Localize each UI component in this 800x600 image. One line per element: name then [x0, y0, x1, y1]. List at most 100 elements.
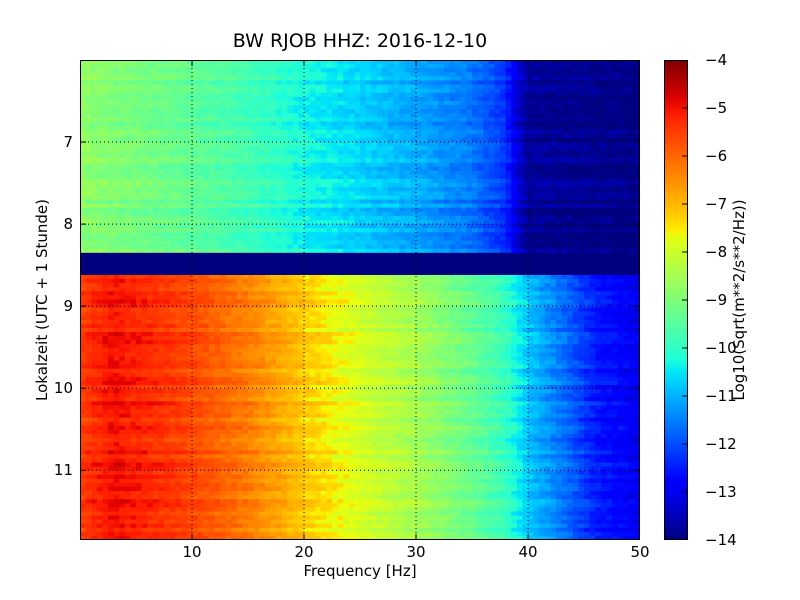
- heatmap-cell: [595, 72, 602, 78]
- heatmap-cell: [354, 150, 361, 155]
- heatmap-cell: [595, 174, 602, 180]
- heatmap-cell: [141, 166, 148, 172]
- heatmap-cell: [556, 195, 563, 201]
- heatmap-cell: [231, 174, 238, 180]
- heatmap-cell: [595, 146, 602, 151]
- heatmap-cell: [147, 129, 154, 135]
- heatmap-cell: [600, 215, 607, 221]
- heatmap-cell: [298, 96, 305, 102]
- heatmap-cell: [130, 178, 137, 184]
- heatmap-cell: [595, 203, 602, 209]
- heatmap-cell: [606, 109, 613, 114]
- heatmap-cell: [343, 125, 350, 131]
- heatmap-cell: [96, 240, 103, 246]
- heatmap-cell: [612, 109, 619, 114]
- heatmap-cell: [332, 96, 339, 102]
- heatmap-cell: [85, 76, 92, 82]
- heatmap-cell: [354, 137, 361, 143]
- heatmap-cell: [320, 64, 327, 69]
- heatmap-cell: [326, 125, 333, 131]
- heatmap-cell: [404, 261, 411, 267]
- heatmap-cell: [617, 129, 624, 135]
- heatmap-cell: [505, 150, 512, 155]
- heatmap-cell: [421, 129, 428, 135]
- heatmap-cell: [572, 154, 579, 160]
- heatmap-cell: [600, 232, 607, 238]
- heatmap-cell: [600, 183, 607, 188]
- heatmap-cell: [343, 96, 350, 102]
- heatmap-cell: [175, 191, 182, 196]
- heatmap-cell: [192, 261, 199, 267]
- heatmap-cell: [628, 236, 635, 242]
- heatmap-cell: [522, 244, 529, 250]
- heatmap-cell: [567, 101, 574, 106]
- heatmap-cell: [119, 146, 126, 151]
- heatmap-cell: [572, 125, 579, 131]
- heatmap-cell: [236, 248, 243, 254]
- heatmap-cell: [533, 137, 540, 143]
- heatmap-cell: [276, 174, 283, 180]
- heatmap-cell: [236, 195, 243, 201]
- heatmap-cell: [197, 158, 204, 164]
- heatmap-cell: [248, 257, 255, 263]
- heatmap-cell: [516, 166, 523, 172]
- heatmap-cell: [292, 236, 299, 242]
- heatmap-cell: [600, 170, 607, 176]
- heatmap-cell: [220, 101, 227, 106]
- heatmap-cell: [259, 183, 266, 188]
- heatmap-cell: [617, 142, 624, 147]
- heatmap-cell: [315, 220, 322, 225]
- heatmap-cell: [225, 244, 232, 250]
- heatmap-cell: [612, 224, 619, 229]
- heatmap-cell: [567, 162, 574, 168]
- heatmap-cell: [276, 137, 283, 143]
- heatmap-cell: [276, 72, 283, 78]
- heatmap-cell: [141, 170, 148, 176]
- heatmap-cell: [164, 84, 171, 90]
- heatmap-cell: [309, 183, 316, 188]
- heatmap-cell: [561, 113, 568, 119]
- heatmap-cell: [556, 187, 563, 192]
- heatmap-cell: [208, 220, 215, 225]
- heatmap-cell: [292, 191, 299, 196]
- heatmap-cell: [539, 174, 546, 180]
- heatmap-cell: [376, 191, 383, 196]
- heatmap-cell: [192, 88, 199, 94]
- heatmap-cell: [494, 121, 501, 127]
- heatmap-cell: [522, 133, 529, 139]
- heatmap-cell: [85, 215, 92, 221]
- heatmap-cell: [326, 261, 333, 267]
- heatmap-cell: [203, 257, 210, 263]
- heatmap-cell: [382, 207, 389, 213]
- heatmap-cell: [124, 88, 131, 94]
- heatmap-cell: [124, 207, 131, 213]
- heatmap-cell: [242, 84, 249, 90]
- heatmap-cell: [404, 224, 411, 229]
- heatmap-cell: [231, 68, 238, 73]
- heatmap-cell: [164, 76, 171, 82]
- heatmap-cell: [500, 125, 507, 131]
- heatmap-cell: [533, 178, 540, 184]
- heatmap-cell: [253, 207, 260, 213]
- heatmap-cell: [113, 60, 120, 65]
- heatmap-cell: [281, 162, 288, 168]
- heatmap-cell: [567, 244, 574, 250]
- heatmap-cell: [292, 113, 299, 119]
- heatmap-cell: [466, 257, 473, 263]
- heatmap-cell: [343, 248, 350, 254]
- heatmap-cell: [382, 121, 389, 127]
- heatmap-cell: [276, 170, 283, 176]
- heatmap-cell: [292, 199, 299, 205]
- heatmap-cell: [130, 72, 137, 78]
- heatmap-cell: [281, 174, 288, 180]
- heatmap-cell: [416, 80, 423, 86]
- heatmap-cell: [315, 64, 322, 69]
- heatmap-cell: [460, 125, 467, 131]
- heatmap-cell: [309, 125, 316, 131]
- heatmap-cell: [528, 178, 535, 184]
- heatmap-cell: [276, 105, 283, 110]
- heatmap-cell: [606, 183, 613, 188]
- heatmap-cell: [326, 240, 333, 246]
- heatmap-cell: [432, 228, 439, 233]
- heatmap-cell: [147, 183, 154, 188]
